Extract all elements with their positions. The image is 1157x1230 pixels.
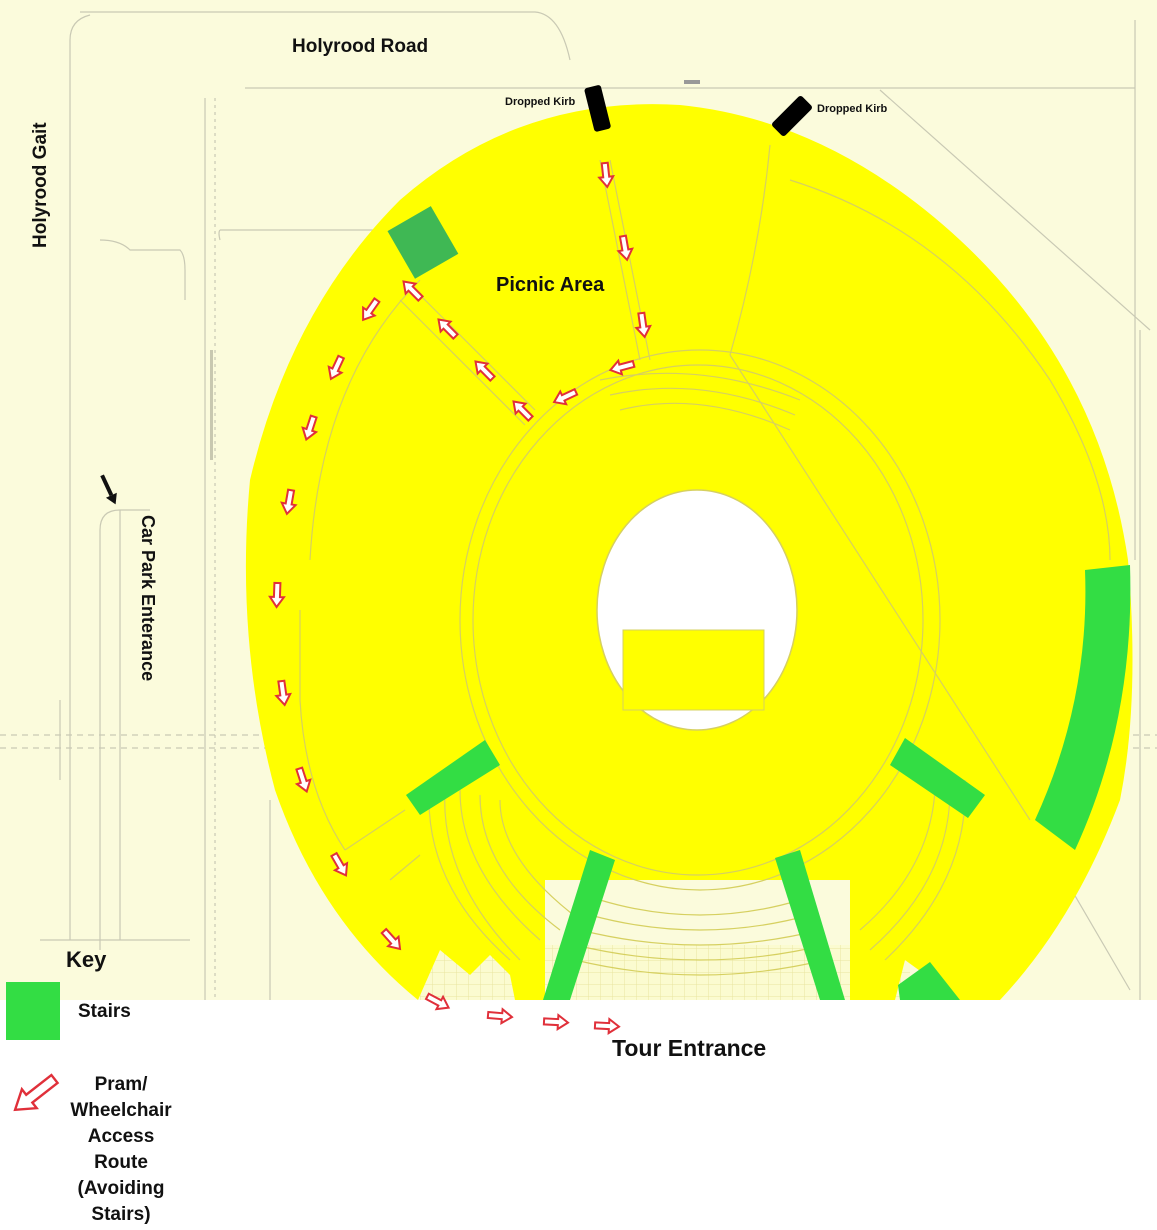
route-arrow-icon [327, 354, 346, 381]
key-title: Key [66, 947, 107, 972]
key-route-line: (Avoiding [77, 1178, 165, 1199]
route-arrow-icon [301, 414, 319, 442]
stairs-block [890, 738, 985, 818]
route-arrow-icon [402, 280, 425, 303]
route-arrow-icon [362, 297, 381, 322]
access-route [268, 161, 652, 1035]
road-label-holyrood-gait: Holyrood Gait [30, 122, 51, 248]
street-plan [0, 11, 1157, 1000]
dropped-kerb-icon [772, 96, 812, 136]
key-route-line: Stairs) [91, 1204, 151, 1225]
route-arrow-icon [608, 358, 636, 376]
road-marker [684, 80, 700, 84]
route-arrow-icon [552, 387, 579, 406]
route-arrow-icon [13, 1073, 60, 1112]
route-arrow-icon [268, 581, 286, 609]
car-park-arrow-icon [100, 474, 117, 505]
car-park-entrance-label: Car Park Enterance [138, 515, 158, 682]
dropped-kerb-label: Dropped Kirb [505, 96, 576, 108]
stairs-block [387, 206, 459, 279]
route-arrow-icon [486, 1007, 514, 1025]
route-arrow-icon [634, 311, 652, 339]
road-label-holyrood-road: Holyrood Road [292, 36, 429, 57]
stairs-block [898, 962, 960, 1000]
route-arrow-icon [380, 927, 402, 951]
dropped-kerb-label: Dropped Kirb [817, 103, 888, 115]
route-arrow-icon [593, 1017, 621, 1035]
route-arrow-icon [616, 234, 634, 262]
stage-block [622, 629, 765, 711]
route-arrow-icon [424, 992, 451, 1011]
key-route-label: Pram/ Wheelchair Access Route (Avoiding … [56, 1072, 186, 1228]
key-route-line: Wheelchair [70, 1100, 172, 1121]
route-arrow-icon [280, 488, 298, 516]
route-arrow-icon [512, 400, 535, 423]
route-arrow-icon [597, 161, 615, 189]
picnic-area-label: Picnic Area [496, 274, 605, 296]
stairs-block [775, 850, 845, 1000]
route-arrow-icon [474, 360, 497, 383]
key-route-line: Pram/ [94, 1074, 148, 1095]
dropped-kerb-icon [584, 85, 611, 132]
tour-entrance-label: Tour Entrance [612, 1035, 767, 1061]
stairs-group [387, 206, 1131, 1000]
key-stairs-label: Stairs [78, 1001, 131, 1022]
key-route-line: Route [94, 1152, 148, 1173]
stairs-block [543, 850, 615, 1000]
key-route-line: Access [87, 1126, 155, 1147]
road-marker [210, 350, 213, 460]
route-arrow-icon [330, 851, 349, 877]
route-arrow-icon [294, 766, 312, 794]
route-arrow-icon [274, 679, 292, 707]
stairs-swatch-icon [6, 982, 60, 1040]
stairs-block [406, 740, 500, 815]
stairs-block [1035, 565, 1131, 850]
route-arrow-icon [437, 318, 460, 341]
route-arrow-icon [542, 1013, 570, 1031]
